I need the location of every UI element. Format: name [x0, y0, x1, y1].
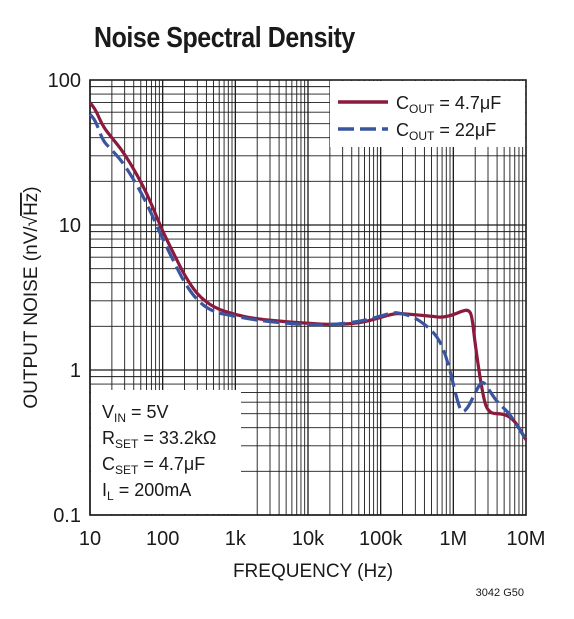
y-tick-labels: 0.1 1 10 100 — [48, 70, 81, 527]
series-line-1 — [88, 113, 528, 441]
legend-background — [330, 81, 525, 147]
x-tick-label: 10M — [507, 528, 546, 550]
x-tick-label: 10k — [292, 528, 325, 550]
x-tick-label: 1M — [439, 528, 467, 550]
chart-title: Noise Spectral Density — [94, 22, 355, 54]
y-tick-label: 100 — [48, 70, 81, 92]
figure-id: 3042 G50 — [476, 587, 524, 599]
y-axis-label-suffix: ) — [21, 186, 42, 192]
sqrt-symbol: √ — [21, 215, 42, 226]
conditions-background — [91, 390, 241, 514]
legend-label-1: COUT = 22μF — [396, 120, 496, 143]
y-axis-label: OUTPUT NOISE (nV/√Hz) — [21, 186, 42, 408]
series-group — [88, 101, 528, 441]
x-axis-label: FREQUENCY (Hz) — [233, 561, 393, 582]
y-tick-label: 10 — [59, 215, 81, 237]
y-tick-label: 0.1 — [53, 505, 81, 527]
condition-line-1: RSET = 33.2kΩ — [102, 428, 216, 451]
x-tick-label: 100k — [359, 528, 403, 550]
legend: COUT = 4.7μF COUT = 22μF — [330, 81, 525, 147]
legend-label-0: COUT = 4.7μF — [396, 93, 501, 116]
x-tick-label: 10 — [79, 528, 101, 550]
condition-line-3: IL = 200mA — [102, 480, 191, 503]
condition-line-2: CSET = 4.7μF — [102, 454, 205, 477]
x-tick-labels: 10 100 1k 10k 100k 1M 10M — [79, 528, 546, 550]
y-tick-label: 1 — [70, 360, 81, 382]
x-tick-label: 100 — [146, 528, 179, 550]
y-axis-label-prefix: OUTPUT NOISE (nV/ — [21, 226, 42, 409]
condition-line-0: VIN = 5V — [102, 402, 169, 425]
y-axis-label-radicand: Hz — [21, 193, 42, 216]
plot-frame — [89, 79, 527, 516]
x-tick-label: 1k — [225, 528, 247, 550]
conditions-box: VIN = 5V RSET = 33.2kΩ CSET = 4.7μF IL = 20… — [91, 390, 241, 514]
